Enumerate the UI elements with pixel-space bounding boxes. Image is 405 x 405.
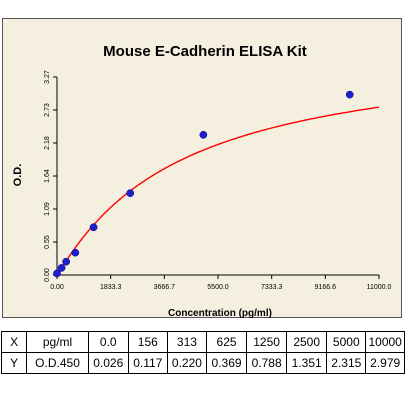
table-cell: 313: [166, 331, 208, 353]
chart-title: Mouse E-Cadherin ELISA Kit: [103, 43, 307, 60]
table-cell: 0.220: [166, 352, 208, 374]
table-cell: 0.0: [87, 331, 129, 353]
y-tick-label: 2.73: [44, 103, 51, 117]
fit-curve: [56, 106, 380, 276]
x-tick-label: 9166.6: [315, 284, 337, 291]
table-cell: 1.351: [286, 352, 328, 374]
fit-curve-layer: [56, 106, 380, 276]
x-axis-label: Concentration (pg/ml): [168, 308, 272, 319]
table-cell: 2.979: [365, 352, 405, 374]
y-tick-label: 2.18: [44, 136, 51, 150]
table-cell: 0.026: [87, 352, 129, 374]
table-row-header: Y: [0, 352, 28, 374]
data-point: [71, 248, 80, 257]
x-tick-label: 11000.0: [367, 284, 392, 291]
y-tick-label: 1.09: [44, 202, 51, 216]
table-cell: 1250: [246, 331, 288, 353]
data-point: [345, 90, 354, 99]
table-cell: 625: [206, 331, 248, 353]
data-point: [62, 257, 71, 266]
y-tick-label: 0.00: [44, 268, 51, 282]
table-cell: 0.369: [206, 352, 248, 374]
ticks: 0.00 1833.3 3666.7 5500.0 7333.3 9166.6 11000.…: [44, 70, 391, 291]
data-point: [126, 189, 135, 198]
y-tick-label: 0.55: [44, 235, 51, 249]
table-cell: 10000: [365, 331, 405, 353]
table-cell: 5000: [326, 331, 367, 353]
table-cell: pg/ml: [26, 331, 89, 353]
x-tick-label: 5500.0: [207, 284, 229, 291]
x-tick-label: 3666.7: [154, 284, 176, 291]
table-cell: 0.117: [127, 352, 168, 374]
chart-frame: [2, 18, 402, 318]
table-cell: 0.788: [246, 352, 288, 374]
y-tick-label: 3.27: [44, 70, 51, 84]
x-tick-label: 0.00: [50, 284, 64, 291]
chart: Mouse E-Cadherin ELISA Kit O.D. Concentr…: [12, 43, 391, 319]
x-tick-label: 7333.3: [261, 284, 283, 291]
y-tick-label: 1.64: [44, 169, 51, 183]
table-cell: 156: [127, 331, 168, 353]
data-point: [89, 223, 98, 232]
table-row: Y O.D.450 0.026 0.117 0.220 0.369 0.788 1.351 2.…: [0, 352, 405, 374]
table-cell: O.D.450: [26, 352, 89, 374]
table-cell: 2500: [286, 331, 328, 353]
y-axis-label: O.D.: [12, 164, 24, 187]
x-tick-label: 1833.3: [100, 284, 122, 291]
table-cell: 2.315: [326, 352, 367, 374]
data-point: [53, 269, 61, 278]
table-row-header: X: [0, 331, 28, 353]
data-point: [57, 264, 66, 272]
data-points-layer: [53, 90, 354, 278]
data-point: [199, 130, 208, 139]
axes: [56, 77, 379, 276]
